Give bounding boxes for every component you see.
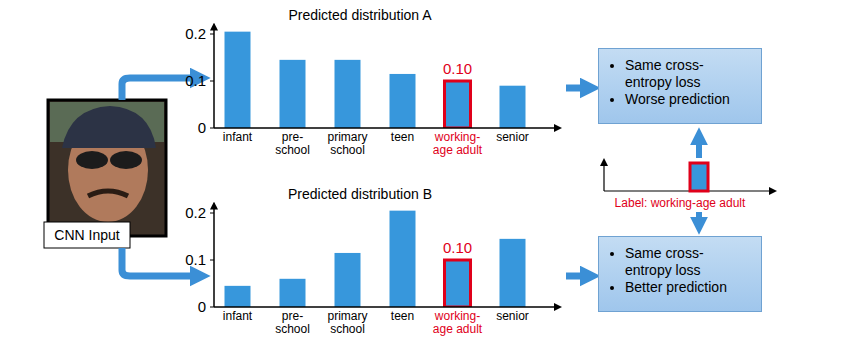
x-tick-label: primaryschool bbox=[327, 130, 367, 157]
y-tick-label: 0.2 bbox=[185, 204, 206, 221]
y-axis bbox=[213, 25, 215, 128]
bar bbox=[280, 279, 306, 307]
bar bbox=[500, 239, 526, 307]
photo-glasses bbox=[76, 151, 108, 169]
result-box: Same cross-entropy lossBetter prediction bbox=[598, 236, 762, 312]
x-tick-label: pre-school bbox=[275, 309, 310, 336]
result-list: Same cross-entropy lossBetter prediction bbox=[609, 245, 753, 296]
result-box: Same cross-entropy lossWorse prediction bbox=[598, 48, 762, 124]
result-item: Same cross-entropy loss bbox=[625, 57, 743, 91]
x-tick-label: working-age adult bbox=[433, 309, 483, 336]
chart-title: Predicted distribution A bbox=[288, 7, 432, 23]
label-caption: Label: working-age adult bbox=[615, 196, 746, 210]
input-photo bbox=[48, 100, 166, 236]
result-arrow bbox=[566, 85, 588, 92]
photo-frame bbox=[48, 100, 166, 236]
bar bbox=[335, 60, 361, 128]
x-axis bbox=[214, 306, 560, 308]
bars bbox=[225, 211, 526, 307]
label-bar bbox=[690, 163, 708, 191]
y-axis bbox=[213, 204, 215, 307]
y-tick-label: 0 bbox=[198, 298, 206, 315]
x-tick-label: teen bbox=[391, 130, 414, 144]
x-tick-label: working-age adult bbox=[433, 130, 483, 157]
label-distribution: Label: working-age adult bbox=[604, 160, 775, 210]
result-item: Worse prediction bbox=[625, 91, 743, 108]
bar-chart: Predicted distribution A 0 0.1 0.2 infant pre… bbox=[185, 7, 560, 157]
label-axis bbox=[603, 160, 604, 191]
result-item: Same cross-entropy loss bbox=[625, 245, 743, 279]
x-tick-label: teen bbox=[391, 309, 414, 323]
bar bbox=[445, 260, 471, 307]
label-arrow bbox=[696, 138, 702, 158]
result-list: Same cross-entropy lossWorse prediction bbox=[609, 57, 753, 108]
bar bbox=[225, 286, 251, 307]
x-tick-label: pre-school bbox=[275, 130, 310, 157]
photo-moustache bbox=[88, 191, 128, 196]
y-tick-label: 0.1 bbox=[185, 251, 206, 268]
x-tick-label: senior bbox=[496, 309, 529, 323]
bar bbox=[390, 211, 416, 307]
x-axis bbox=[214, 127, 560, 129]
bar bbox=[335, 253, 361, 307]
x-tick-label: infant bbox=[223, 309, 253, 323]
result-arrow bbox=[566, 273, 588, 280]
data-label: 0.10 bbox=[443, 239, 472, 256]
photo-cap bbox=[62, 106, 156, 148]
photo-glasses bbox=[110, 151, 142, 169]
bar bbox=[280, 60, 306, 128]
y-tick-label: 0.2 bbox=[185, 25, 206, 42]
x-tick-label: primaryschool bbox=[327, 309, 367, 336]
bar-chart: Predicted distribution B 0 0.1 0.2 infant pre… bbox=[185, 186, 560, 336]
x-tick-label: infant bbox=[223, 130, 253, 144]
label-arrow bbox=[696, 212, 702, 224]
bar bbox=[445, 81, 471, 128]
result-item: Better prediction bbox=[625, 279, 743, 296]
bar bbox=[500, 86, 526, 128]
bar bbox=[390, 74, 416, 128]
input-label: CNN Input bbox=[54, 227, 119, 243]
y-tick-label: 0 bbox=[198, 119, 206, 136]
bars bbox=[225, 32, 526, 128]
y-tick-label: 0.1 bbox=[185, 72, 206, 89]
data-label: 0.10 bbox=[443, 60, 472, 77]
x-tick-label: senior bbox=[496, 130, 529, 144]
bar bbox=[225, 32, 251, 128]
chart-title: Predicted distribution B bbox=[288, 186, 432, 202]
input-label-box bbox=[44, 222, 130, 248]
